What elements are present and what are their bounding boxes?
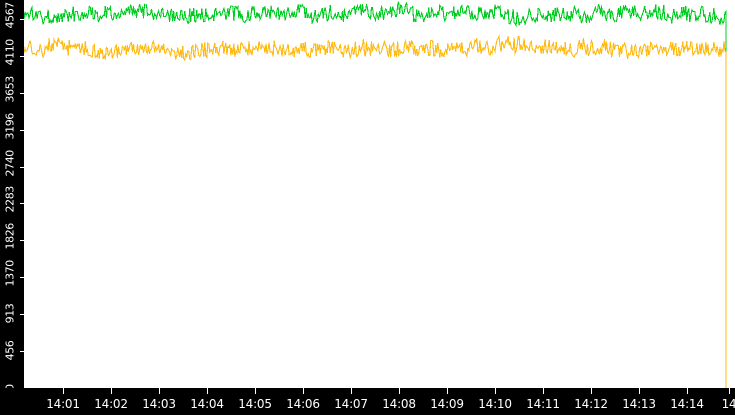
x-tick-mark bbox=[159, 388, 160, 394]
x-tick-label: 14:11 bbox=[526, 397, 560, 411]
x-tick-label: 14 bbox=[721, 397, 735, 411]
y-tick-mark bbox=[20, 167, 24, 168]
y-tick-label: 3653 bbox=[3, 76, 17, 103]
x-tick-label: 14:06 bbox=[286, 397, 320, 411]
y-tick-mark bbox=[20, 56, 24, 57]
x-tick-mark bbox=[399, 388, 400, 394]
y-tick-label: 2283 bbox=[3, 186, 17, 213]
series-layer bbox=[24, 1, 727, 388]
x-tick-label: 14:07 bbox=[334, 397, 368, 411]
x-tick-label: 14:01 bbox=[46, 397, 80, 411]
x-tick-label: 14:05 bbox=[238, 397, 272, 411]
x-tick-mark bbox=[255, 388, 256, 394]
y-tick-label: 4110 bbox=[3, 39, 17, 66]
y-tick-label: 2740 bbox=[3, 150, 17, 177]
y-tick-label: 456 bbox=[3, 340, 17, 361]
y-tick-mark bbox=[20, 130, 24, 131]
y-tick-label: 1826 bbox=[3, 223, 17, 250]
x-tick-mark bbox=[543, 388, 544, 394]
x-tick-mark bbox=[639, 388, 640, 394]
x-tick-mark bbox=[687, 388, 688, 394]
x-tick-mark bbox=[591, 388, 592, 394]
x-tick-label: 14:14 bbox=[670, 397, 704, 411]
x-tick-label: 14:09 bbox=[430, 397, 464, 411]
series-line-series-green bbox=[24, 1, 727, 212]
y-tick-label: 913 bbox=[3, 303, 17, 324]
x-tick-label: 14:13 bbox=[622, 397, 656, 411]
x-axis: 14:01 14:02 14:03 14:04 14:05 14:06 14:07 14:08… bbox=[0, 388, 735, 415]
x-tick-mark bbox=[111, 388, 112, 394]
y-tick-mark bbox=[20, 93, 24, 94]
x-tick-mark bbox=[351, 388, 352, 394]
x-tick-label: 14:08 bbox=[382, 397, 416, 411]
x-tick-label: 14:04 bbox=[190, 397, 224, 411]
y-tick-mark bbox=[20, 19, 24, 20]
y-tick-label: 3196 bbox=[3, 113, 17, 140]
y-tick-mark bbox=[20, 240, 24, 241]
y-axis: 456741103653319627402283182613709134560 bbox=[0, 0, 24, 391]
x-tick-mark bbox=[207, 388, 208, 394]
x-tick-label: 14:10 bbox=[478, 397, 512, 411]
y-tick-mark bbox=[20, 203, 24, 204]
y-tick-label: 4567 bbox=[3, 2, 17, 29]
x-tick-mark bbox=[447, 388, 448, 394]
y-tick-mark bbox=[20, 277, 24, 278]
x-tick-label: 14:03 bbox=[142, 397, 176, 411]
plot-canvas bbox=[24, 1, 727, 388]
x-tick-mark bbox=[729, 388, 730, 394]
series-line-series-orange bbox=[24, 34, 727, 388]
y-tick-label: 1370 bbox=[3, 260, 17, 287]
x-tick-mark bbox=[303, 388, 304, 394]
x-tick-mark bbox=[63, 388, 64, 394]
x-tick-label: 14:02 bbox=[94, 397, 128, 411]
axis-corner bbox=[0, 388, 24, 415]
plot-area bbox=[24, 0, 735, 388]
x-tick-mark bbox=[495, 388, 496, 394]
y-tick-mark bbox=[20, 351, 24, 352]
x-tick-label: 14:12 bbox=[574, 397, 608, 411]
y-tick-mark bbox=[20, 314, 24, 315]
